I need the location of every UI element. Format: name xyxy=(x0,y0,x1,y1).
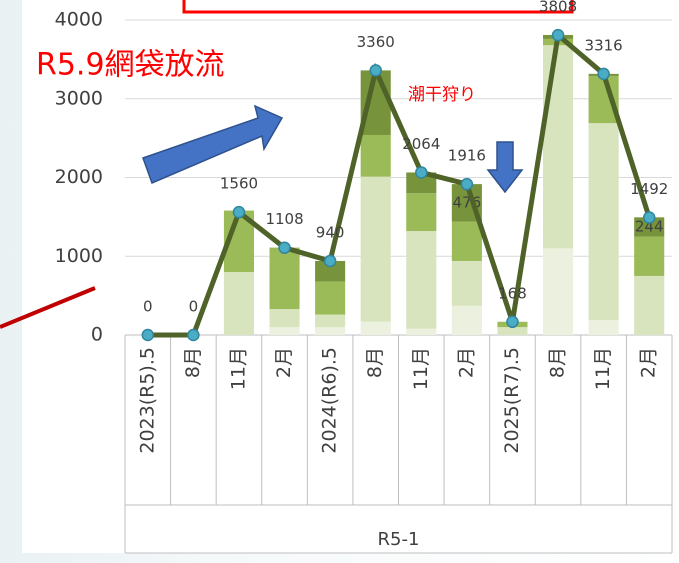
bar-segment xyxy=(315,314,346,328)
y-tick-label: 4000 xyxy=(55,9,103,31)
x-tick-label: 2月 xyxy=(638,347,660,378)
data-label: 0 xyxy=(189,298,199,316)
chart-area xyxy=(22,0,672,553)
line-marker xyxy=(551,28,565,42)
bar-segment xyxy=(497,327,528,335)
bar-segment xyxy=(223,272,255,335)
bar-segment xyxy=(406,193,437,232)
bar-segment xyxy=(269,327,300,335)
data-label: 2064 xyxy=(402,135,440,153)
up-arrow xyxy=(142,104,284,185)
bar-segment xyxy=(406,172,437,194)
bar-segment xyxy=(451,260,482,306)
x-tick-label: 2025(R7).5 xyxy=(501,347,523,454)
x-tick-label: 8月 xyxy=(182,347,204,378)
line-marker xyxy=(506,315,519,329)
y-tick-label: 0 xyxy=(91,324,103,346)
line-marker xyxy=(460,177,474,191)
data-label: 3316 xyxy=(585,36,623,54)
title-box xyxy=(182,0,574,14)
x-tick-label: 2023(R5).5 xyxy=(136,347,158,454)
annotation: R5.9網袋放流 xyxy=(36,48,225,83)
line-marker xyxy=(642,211,656,224)
segment-label: 244 xyxy=(635,217,664,235)
group-label: R5-1 xyxy=(378,529,420,550)
y-tick-label: 3000 xyxy=(55,87,103,109)
bar-segment xyxy=(315,327,346,335)
line-marker xyxy=(141,328,155,342)
bar-segment xyxy=(634,236,665,276)
bar-segment xyxy=(634,217,665,237)
bar-segment xyxy=(588,123,619,321)
x-tick-label: 2月 xyxy=(455,347,477,378)
y-tick-label: 1000 xyxy=(55,245,103,267)
bar-segment xyxy=(315,281,346,315)
bar-segment xyxy=(451,305,482,335)
bar-segment xyxy=(542,45,574,249)
x-tick-label: 11月 xyxy=(410,347,432,390)
line-marker xyxy=(597,67,610,81)
data-label: 940 xyxy=(316,223,345,241)
data-label: 3360 xyxy=(357,33,395,51)
data-label: 1916 xyxy=(448,147,486,165)
bar-segment xyxy=(588,320,619,335)
line-marker xyxy=(415,166,428,179)
bar-segment xyxy=(315,260,346,282)
bar-segment xyxy=(269,247,300,310)
annotation: 潮干狩り xyxy=(408,85,476,105)
data-label: 1108 xyxy=(265,210,303,228)
data-label: 3808 xyxy=(539,0,577,16)
data-label: 168 xyxy=(498,284,527,302)
x-tick-label: 11月 xyxy=(592,347,614,390)
down-arrow xyxy=(486,141,524,194)
bar-segment xyxy=(406,231,437,329)
bar-segment xyxy=(360,134,391,177)
line-marker xyxy=(187,328,200,342)
line-marker xyxy=(232,205,246,219)
y-tick-label: 2000 xyxy=(55,166,103,188)
bar-segment xyxy=(360,176,391,322)
x-tick-label: 8月 xyxy=(364,347,386,378)
line xyxy=(147,30,652,338)
bar-segment xyxy=(634,275,665,335)
x-tick-label: 11月 xyxy=(227,347,249,390)
line-marker xyxy=(369,64,382,77)
bar-segment xyxy=(542,248,574,335)
bar-segment xyxy=(451,221,482,261)
line-marker xyxy=(278,241,291,254)
x-tick-label: 2024(R6).5 xyxy=(319,347,341,454)
data-label: 0 xyxy=(143,298,153,316)
data-label: 1560 xyxy=(220,175,258,193)
x-tick-label: 2月 xyxy=(273,347,295,378)
pointer-line xyxy=(0,286,96,329)
data-label: 1492 xyxy=(630,180,668,198)
x-tick-label: 8月 xyxy=(547,347,569,378)
line-marker xyxy=(323,254,337,268)
bar-segment xyxy=(406,328,437,335)
bar-segment xyxy=(360,321,391,335)
bar-segment xyxy=(269,309,300,328)
